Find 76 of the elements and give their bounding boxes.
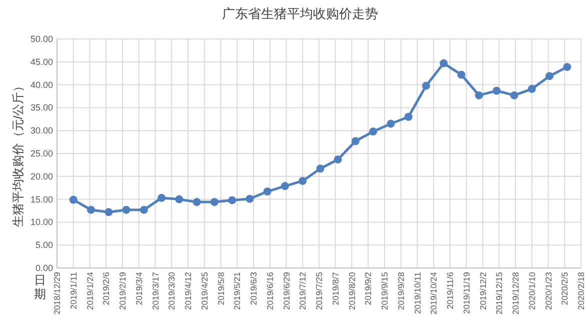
x-tick-label: 2019/8/7 (330, 272, 340, 306)
x-tick-label: 2019/6/29 (281, 272, 292, 310)
x-tick-label: 2019/8/20 (346, 272, 357, 310)
x-tick-label: 2019/11/19 (461, 272, 472, 314)
point (546, 72, 554, 80)
point (210, 198, 218, 206)
point (104, 208, 113, 216)
x-tick-label: 2019/10/24 (428, 272, 439, 315)
y-tick-label: 20.00 (30, 171, 53, 182)
point (457, 70, 466, 79)
point (158, 194, 166, 202)
x-tick-label: 2020/1/10 (526, 272, 537, 310)
y-tick-label: 50.00 (30, 34, 53, 44)
y-tick-label: 30.00 (30, 126, 53, 136)
x-tick-label: 2019/5/8 (216, 272, 226, 306)
point (352, 137, 360, 146)
point (422, 82, 430, 90)
x-tick-label: 2019/12/15 (494, 272, 504, 315)
chart-title: 广东省生猪平均收购价走势 (222, 6, 378, 21)
x-tick-label: 2019/6/16 (264, 272, 275, 310)
y-tick-label: 0.00 (35, 263, 53, 273)
x-tick-label: 2019/9/2 (363, 272, 374, 306)
x-tick-label: 2019/3/17 (150, 272, 160, 310)
point (87, 206, 96, 214)
x-tick-label: 2019/9/15 (380, 272, 390, 310)
x-tick-label: 2019/1/11 (68, 272, 78, 310)
x-tick-label: 2019/7/25 (314, 272, 324, 310)
point (404, 112, 412, 121)
x-tick-label: 2019/3/4 (134, 272, 144, 306)
y-tick-label: 15.00 (30, 194, 53, 204)
point (528, 84, 536, 93)
x-axis-title: 日期 (34, 273, 46, 301)
point (369, 128, 378, 136)
point (246, 194, 254, 203)
x-tick-label: 2019/1/24 (84, 272, 95, 310)
x-tick-label: 2018/12/29 (52, 272, 62, 315)
point (280, 182, 289, 190)
point (69, 196, 78, 204)
x-tick-label: 2020/1/23 (543, 272, 554, 310)
point (386, 120, 395, 128)
x-tick-label: 2019/6/3 (248, 272, 258, 306)
point (228, 196, 236, 204)
x-tick-label: 2019/2/19 (118, 272, 128, 310)
point (175, 195, 184, 204)
point (192, 198, 201, 206)
point (316, 164, 324, 173)
x-tick-label: 2019/4/25 (199, 272, 210, 310)
y-tick-label: 25.00 (30, 148, 53, 158)
y-tick-label: 40.00 (30, 80, 53, 90)
y-tick-label: 35.00 (30, 102, 53, 113)
x-tick-label: 2019/12/2 (478, 272, 488, 310)
point (492, 86, 501, 95)
y-axis-title: 生猪平均收购价（元/公斤） (11, 80, 25, 228)
point (334, 155, 342, 164)
point (298, 176, 307, 185)
point (122, 206, 130, 214)
x-tick-label: 2019/12/28 (510, 272, 520, 315)
x-tick-label: 2019/11/6 (445, 272, 455, 310)
x-tick-label: 2019/4/12 (183, 272, 193, 310)
x-tick-label: 2019/5/21 (232, 272, 242, 310)
y-tick-label: 5.00 (35, 240, 53, 250)
point (440, 59, 448, 68)
x-tick-label: 2019/10/11 (412, 272, 422, 314)
point (563, 62, 572, 71)
point (474, 91, 483, 100)
y-tick-label: 10.00 (30, 217, 53, 228)
x-tick-label: 2020/2/5 (560, 272, 570, 306)
x-tick-label: 2019/3/30 (166, 272, 177, 310)
x-tick-label: 2019/2/6 (101, 272, 112, 306)
point (140, 206, 148, 214)
point (263, 188, 272, 196)
y-tick-label: 45.00 (30, 56, 53, 67)
x-tick-label: 2019/7/12 (298, 272, 308, 310)
x-tick-label: 2019/9/28 (396, 272, 406, 310)
point (510, 91, 518, 100)
x-tick-label: 2020/2/18 (576, 272, 586, 310)
